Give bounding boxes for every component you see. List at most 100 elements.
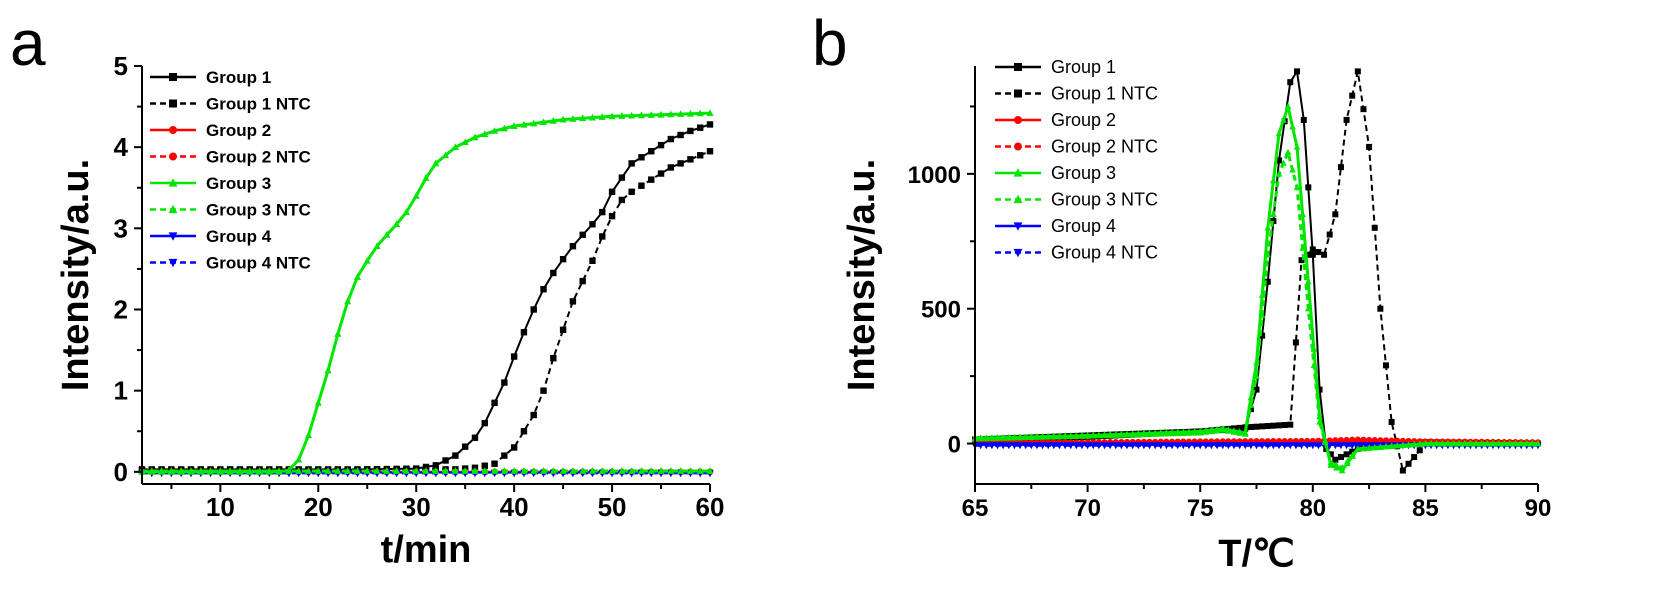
axes: 10 20 30 40 50 60 0 1 2 3 4 5 t/min Intensity/a.u. — [55, 51, 724, 571]
data-point — [1298, 443, 1305, 450]
legend-marker — [1014, 142, 1022, 151]
data-point — [1461, 439, 1469, 447]
data-point — [1180, 443, 1187, 450]
legend-item-group-4: Group 4 — [150, 227, 272, 246]
y-tick-label: 1000 — [908, 162, 961, 189]
data-point — [1284, 102, 1292, 110]
legend-label: Group 4 NTC — [1051, 243, 1158, 263]
data-point — [667, 135, 675, 143]
legend-marker — [169, 152, 177, 161]
data-point — [491, 460, 498, 467]
data-point — [1247, 424, 1254, 431]
data-point — [334, 467, 342, 474]
data-point — [667, 164, 675, 171]
data-point — [1281, 422, 1288, 429]
legend-item-group-1-ntc: Group 1 NTC — [150, 95, 311, 114]
data-point — [1264, 251, 1272, 258]
data-point — [1410, 440, 1418, 448]
data-point — [1360, 444, 1367, 452]
data-point — [1294, 68, 1301, 75]
legend-marker — [168, 178, 178, 187]
data-point — [412, 192, 420, 199]
data-point — [422, 174, 430, 181]
data-point — [598, 113, 606, 120]
data-point — [442, 457, 449, 464]
data-point — [1196, 443, 1204, 450]
y-axis-title: Intensity/a.u. — [841, 159, 883, 391]
data-point — [1259, 423, 1266, 430]
data-point — [1422, 439, 1429, 447]
data-point — [295, 455, 303, 463]
data-point — [373, 242, 381, 250]
data-point — [1247, 406, 1254, 413]
data-point — [491, 127, 499, 134]
data-point — [540, 387, 547, 394]
legend-marker — [1014, 116, 1022, 124]
series-line-group-1-ntc — [142, 150, 711, 471]
data-point — [618, 112, 626, 119]
data-point — [432, 462, 439, 469]
legend-marker — [169, 99, 177, 108]
data-point — [393, 220, 401, 228]
x-tick-label: 90 — [1525, 495, 1552, 522]
data-point — [1276, 422, 1283, 429]
data-point — [549, 117, 557, 124]
data-point — [1316, 386, 1323, 393]
data-point — [977, 443, 984, 450]
data-point — [530, 306, 537, 313]
data-point — [1022, 433, 1029, 441]
legend-item-group-4-ntc: Group 4 NTC — [150, 254, 311, 273]
data-point — [1280, 116, 1287, 123]
data-point — [982, 443, 990, 450]
data-point — [255, 467, 264, 474]
data-point — [696, 467, 704, 474]
data-point — [373, 467, 381, 474]
data-point — [628, 160, 635, 167]
data-point — [599, 208, 606, 216]
data-point — [1005, 434, 1013, 441]
series-line-group-1 — [142, 123, 711, 472]
data-point — [1236, 429, 1243, 436]
data-point — [1089, 432, 1097, 439]
data-point — [1354, 68, 1361, 75]
data-point — [1084, 432, 1091, 439]
data-point — [1275, 129, 1283, 137]
legend-label: Group 1 NTC — [206, 95, 311, 114]
data-point — [1247, 401, 1255, 408]
data-point — [1512, 439, 1519, 447]
data-point — [1321, 251, 1328, 258]
data-point — [667, 110, 675, 118]
data-point — [1455, 439, 1463, 447]
y-tick-label: 2 — [114, 294, 128, 324]
data-point — [1039, 443, 1046, 450]
data-point — [638, 182, 645, 189]
x-tick-label: 75 — [1187, 495, 1214, 522]
data-point — [539, 118, 548, 126]
data-point — [1033, 443, 1041, 450]
data-point — [1534, 439, 1542, 447]
data-point — [1293, 143, 1301, 150]
series-line-group-1-ntc — [974, 70, 1538, 472]
legend-label: Group 2 — [206, 121, 271, 140]
data-point — [1134, 430, 1142, 438]
data-point — [1028, 443, 1035, 450]
data-point — [520, 467, 528, 474]
data-point — [1305, 184, 1312, 191]
data-point — [1315, 249, 1322, 256]
data-point — [187, 467, 195, 474]
series-group-1-ntc — [138, 148, 714, 473]
data-point — [1343, 443, 1350, 450]
data-point — [569, 242, 577, 250]
data-point — [1123, 443, 1131, 450]
data-point — [999, 434, 1007, 441]
data-point — [1310, 345, 1318, 352]
data-point — [471, 434, 479, 441]
data-point — [1230, 428, 1238, 435]
data-point — [226, 467, 234, 474]
legend-label: Group 2 — [1051, 110, 1116, 130]
data-point — [540, 286, 547, 293]
data-point — [530, 119, 538, 127]
legend-marker — [168, 232, 178, 241]
y-tick-label: 0 — [948, 432, 961, 459]
data-point — [1360, 106, 1367, 113]
